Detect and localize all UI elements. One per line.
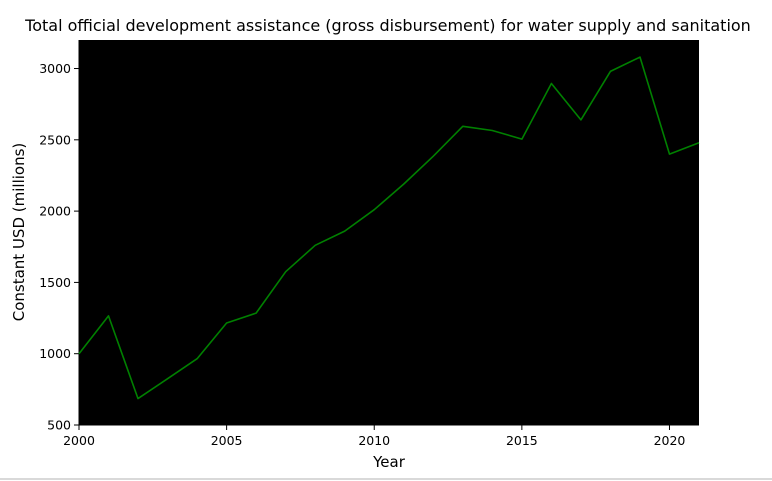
x-axis-ticks: 2000 2005 2010 2015 2020 [63, 425, 685, 448]
y-tick-label: 1000 [39, 346, 71, 361]
x-tick-label: 2010 [358, 433, 390, 448]
y-tick-label: 2000 [39, 204, 71, 219]
bottom-divider [0, 478, 772, 480]
y-tick-label: 500 [47, 418, 71, 433]
plot-area [79, 40, 699, 425]
y-tick-label: 2500 [39, 132, 71, 147]
y-tick-label: 3000 [39, 61, 71, 76]
y-axis-label: Constant USD (millions) [10, 143, 28, 322]
chart-title: Total official development assistance (g… [24, 16, 751, 35]
x-tick-label: 2015 [506, 433, 538, 448]
x-tick-label: 2000 [63, 433, 95, 448]
x-axis-label: Year [372, 453, 406, 471]
series-line [78, 56, 700, 400]
y-tick-label: 1500 [39, 275, 71, 290]
x-tick-label: 2020 [654, 433, 686, 448]
series-layer [78, 56, 700, 400]
y-axis-ticks: 500 1000 1500 2000 2500 3000 [39, 61, 79, 433]
x-tick-label: 2005 [211, 433, 243, 448]
